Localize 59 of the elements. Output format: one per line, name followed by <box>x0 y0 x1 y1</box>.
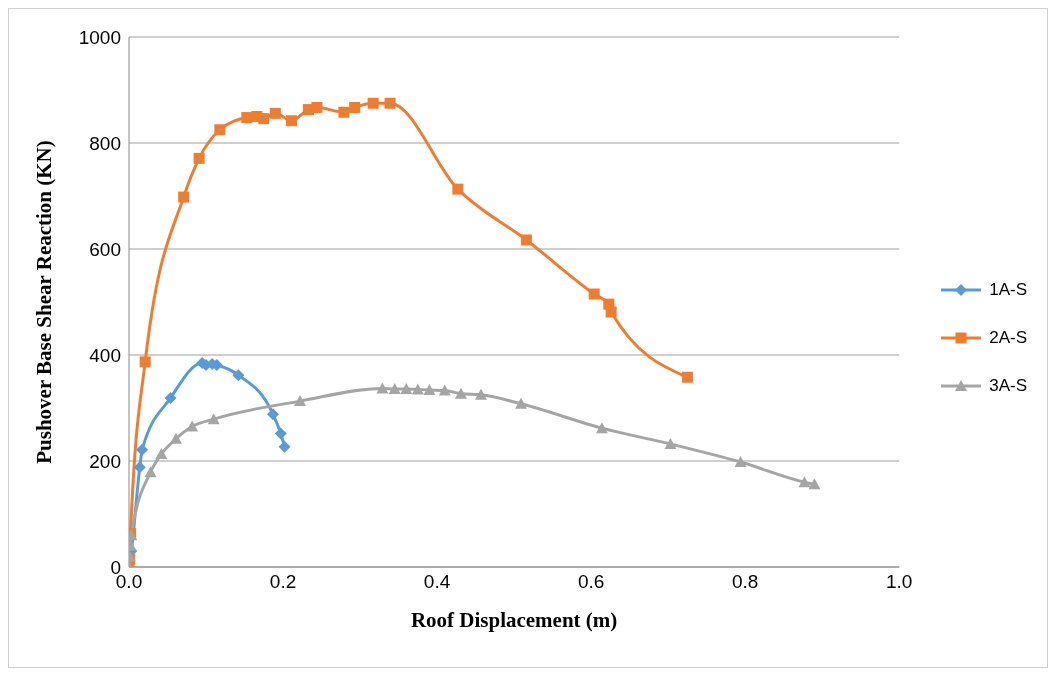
x-tick-label: 0.4 <box>423 571 451 593</box>
point <box>274 427 287 440</box>
point <box>474 388 487 400</box>
legend-label: 3A-S <box>989 376 1027 396</box>
point <box>278 440 291 453</box>
x-axis-title: Roof Displacement (m) <box>410 608 618 632</box>
x-tick-label: 0.2 <box>269 571 297 593</box>
point <box>164 391 177 404</box>
point <box>258 113 270 125</box>
point <box>207 413 220 425</box>
point <box>515 397 528 409</box>
legend-label: 1A-S <box>989 280 1027 300</box>
point <box>798 476 811 488</box>
y-tick-label: 1000 <box>78 26 121 48</box>
point <box>178 191 190 203</box>
point <box>664 438 677 450</box>
point <box>232 369 245 382</box>
x-tick-label: 0.8 <box>731 571 759 593</box>
point <box>595 422 608 434</box>
point <box>388 382 401 394</box>
point <box>376 382 389 394</box>
point <box>411 383 424 395</box>
y-tick-label: 800 <box>89 132 121 154</box>
point <box>681 371 693 383</box>
point <box>241 112 253 124</box>
point <box>269 107 281 119</box>
point <box>338 106 350 118</box>
x-tick-label: 1.0 <box>885 571 913 593</box>
point <box>144 466 157 478</box>
point <box>438 384 451 396</box>
point <box>367 97 379 109</box>
point <box>808 478 821 490</box>
y-axis-title: Pushover Base Shear Reaction (KN) <box>32 140 57 464</box>
point <box>133 461 146 474</box>
point <box>349 101 361 113</box>
point <box>139 356 151 368</box>
point <box>186 420 199 432</box>
y-tick-label: 200 <box>89 450 121 472</box>
point <box>452 183 464 195</box>
point <box>520 234 532 246</box>
point <box>286 115 298 127</box>
point <box>267 408 280 421</box>
point <box>214 124 226 136</box>
point <box>400 382 413 394</box>
point <box>384 97 396 109</box>
point <box>588 288 600 300</box>
legend-label: 2A-S <box>989 328 1027 348</box>
point <box>311 101 323 113</box>
x-tick-label: 0.6 <box>577 571 605 593</box>
point <box>423 383 436 395</box>
point <box>454 387 467 399</box>
point <box>193 152 205 164</box>
y-tick-label: 400 <box>89 344 121 366</box>
y-tick-label: 600 <box>89 238 121 260</box>
point <box>155 448 168 460</box>
point <box>136 443 149 456</box>
point <box>293 395 306 407</box>
point <box>734 456 747 468</box>
point <box>605 306 617 318</box>
